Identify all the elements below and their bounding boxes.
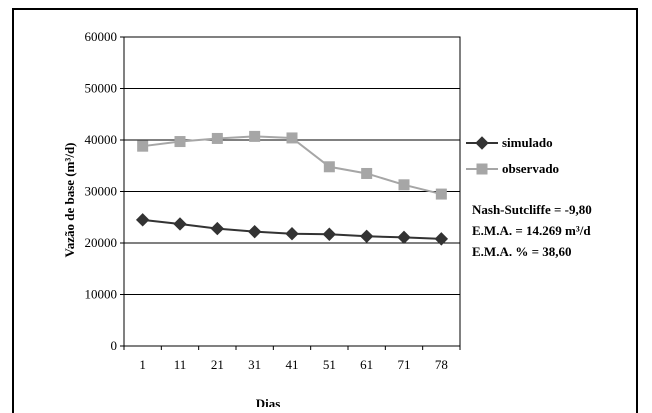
fit-statistics: Nash-Sutcliffe = -9,80 E.M.A. = 14.269 m… xyxy=(472,202,592,259)
y-tick-label: 40000 xyxy=(85,132,118,147)
data-point-simulado xyxy=(285,227,299,241)
x-tick-label: 31 xyxy=(248,357,261,372)
series-layer xyxy=(135,130,449,246)
data-point-observado xyxy=(249,130,261,142)
y-axis-title: Vazão de base (m³/d) xyxy=(62,142,77,257)
legend-marker-observado xyxy=(476,163,488,175)
y-tick-label: 30000 xyxy=(85,184,118,199)
data-point-observado xyxy=(323,161,335,173)
x-tick-label: 61 xyxy=(360,357,373,372)
data-point-observado xyxy=(398,179,410,191)
legend-marker-simulado xyxy=(475,136,489,150)
x-tick-label: 21 xyxy=(211,357,224,372)
y-tick-label: 0 xyxy=(111,338,118,353)
x-tick-label: 71 xyxy=(398,357,411,372)
data-point-observado xyxy=(361,167,373,179)
data-point-simulado xyxy=(434,232,449,246)
legend: simulado observado xyxy=(466,135,559,176)
y-tick-label: 20000 xyxy=(85,235,118,250)
data-point-simulado xyxy=(322,227,337,241)
grid-layer xyxy=(124,88,460,295)
note-nash-sutcliffe: Nash-Sutcliffe = -9,80 xyxy=(472,202,592,217)
x-tick-label: 41 xyxy=(286,357,299,372)
legend-label-simulado: simulado xyxy=(502,135,553,150)
data-point-simulado xyxy=(397,230,411,245)
y-tick-label: 10000 xyxy=(85,287,118,302)
x-axis-title: Dias xyxy=(256,396,281,407)
x-tick-label: 51 xyxy=(323,357,336,372)
data-point-simulado xyxy=(247,224,262,239)
x-tick-label: 11 xyxy=(174,357,187,372)
data-point-observado xyxy=(435,188,447,200)
data-point-observado xyxy=(174,136,186,148)
x-tick-label: 78 xyxy=(435,357,448,372)
data-point-observado xyxy=(137,140,149,152)
note-ema-percent: E.M.A. % = 38,60 xyxy=(472,244,572,259)
data-point-simulado xyxy=(359,229,374,244)
data-point-simulado xyxy=(135,213,150,227)
legend-label-observado: observado xyxy=(502,161,559,176)
y-tick-label: 50000 xyxy=(85,81,118,96)
y-tick-label: 60000 xyxy=(85,29,118,44)
data-point-simulado xyxy=(173,217,187,231)
x-tick-label: 1 xyxy=(139,357,146,372)
note-ema: E.M.A. = 14.269 m³/d xyxy=(472,223,591,238)
chart-frame: 0 10000 20000 30000 40000 50000 60000 1 11 21 31 41… xyxy=(12,8,638,413)
series-line-observado xyxy=(142,135,442,196)
data-point-simulado xyxy=(210,221,225,236)
data-point-observado xyxy=(286,132,298,144)
data-point-observado xyxy=(211,132,223,144)
